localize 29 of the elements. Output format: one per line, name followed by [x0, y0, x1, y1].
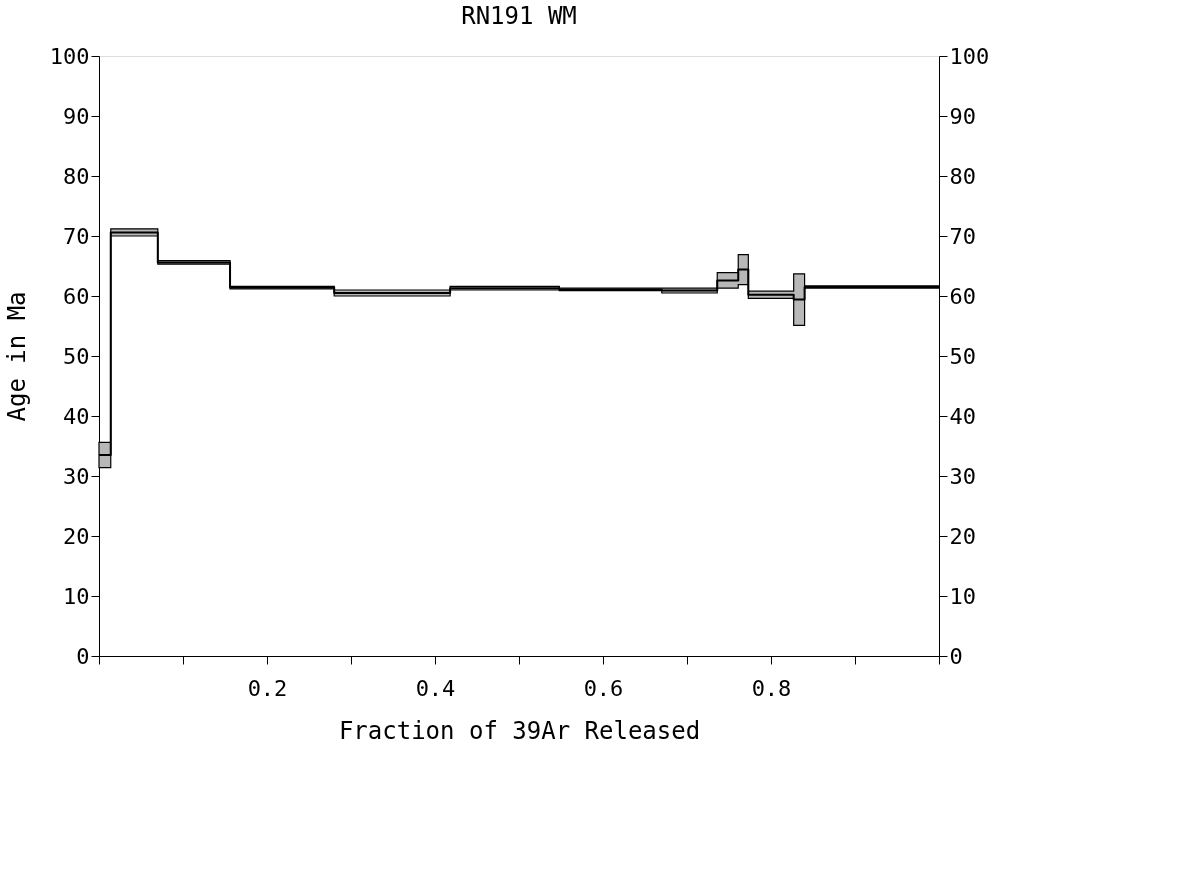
x-tick-label: 0.4 — [415, 675, 456, 701]
y-tick-label: 60 — [63, 283, 90, 309]
x-tick-label: 0.8 — [751, 675, 792, 701]
chart-title: RN191 WM — [461, 2, 577, 30]
y2-tick-label: 60 — [949, 283, 976, 309]
y-tick-label: 50 — [63, 343, 90, 369]
y-tick-label: 0 — [76, 643, 90, 669]
y-tick-label: 10 — [63, 583, 90, 609]
y-tick-label: 20 — [63, 523, 90, 549]
y-tick-label: 100 — [49, 43, 90, 69]
y2-tick-label: 90 — [949, 103, 976, 129]
y-axis-title: Age in Ma — [2, 291, 31, 422]
y-tick-label: 70 — [63, 223, 90, 249]
y2-tick-label: 40 — [949, 403, 976, 429]
y-tick-label: 80 — [63, 163, 90, 189]
y-tick-label: 30 — [63, 463, 90, 489]
y-tick-label: 40 — [63, 403, 90, 429]
x-tick-label: 0.6 — [583, 675, 624, 701]
y2-tick-label: 30 — [949, 463, 976, 489]
y2-tick-label: 10 — [949, 583, 976, 609]
y-tick-label: 90 — [63, 103, 90, 129]
y2-tick-label: 100 — [949, 43, 990, 69]
y2-tick-label: 50 — [949, 343, 976, 369]
y2-tick-label: 20 — [949, 523, 976, 549]
x-axis-title: Fraction of 39Ar Released — [338, 716, 701, 745]
x-tick-label: 0.2 — [247, 675, 288, 701]
y2-tick-label: 80 — [949, 163, 976, 189]
y2-tick-label: 70 — [949, 223, 976, 249]
y2-tick-label: 0 — [949, 643, 963, 669]
